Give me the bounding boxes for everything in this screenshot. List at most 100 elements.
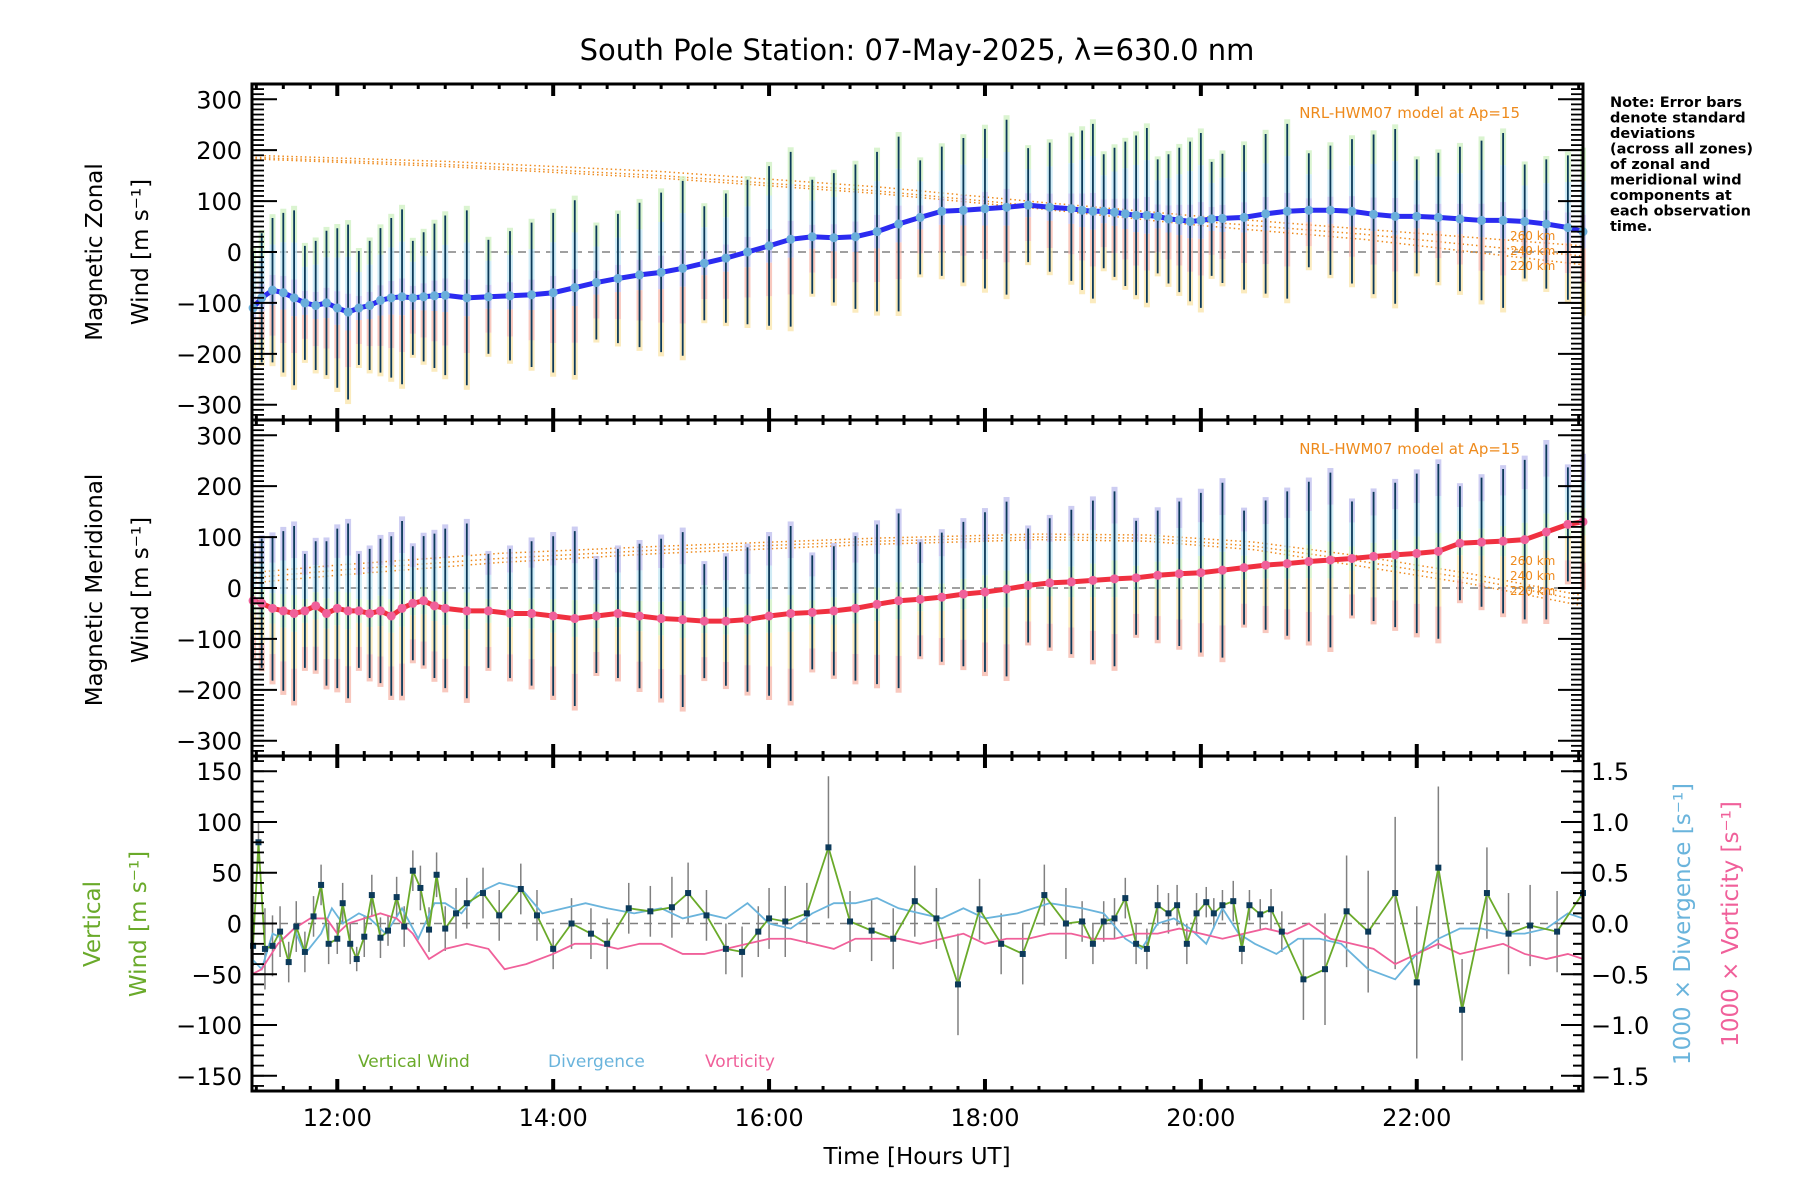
- x-tick-label: 18:00: [950, 1104, 1019, 1132]
- zonal-wind-point: [980, 204, 990, 214]
- vertical-wind-point: [417, 884, 424, 891]
- meridional-wind-point: [1239, 563, 1249, 573]
- vertical-wind-point: [568, 920, 575, 927]
- vertical-wind-point: [998, 940, 1005, 947]
- vertical-wind-point: [1246, 902, 1253, 909]
- vertical-wind-point: [377, 934, 384, 941]
- zonal-wind-point: [894, 219, 904, 229]
- meridional-wind-point: [1023, 580, 1033, 590]
- vertical-wind-point: [1210, 910, 1217, 917]
- right-axis-tick-label: 1.5: [1591, 758, 1629, 786]
- zonal-wind-point: [300, 298, 310, 308]
- zonal-wind-point: [1433, 212, 1443, 222]
- zonal-wind-point: [1520, 216, 1530, 226]
- vertical-wind-point: [1322, 966, 1329, 973]
- zonal-ylabel: Magnetic Zonal Wind [m s⁻¹]: [82, 163, 154, 341]
- meridional-wind-point: [721, 616, 731, 626]
- vorticity-line: [251, 912, 1584, 976]
- meridional-wind-point: [1002, 584, 1012, 594]
- zonal-wind-point: [365, 300, 375, 310]
- zonal-wind-point: [1088, 206, 1098, 216]
- meridional-wind-point: [1541, 527, 1551, 537]
- meridional-wind-point: [635, 611, 645, 621]
- zonal-wind-point: [613, 273, 623, 283]
- zonal-wind-point: [1174, 215, 1184, 225]
- zonal-wind-point: [1412, 211, 1422, 221]
- meridional-wind-point: [311, 601, 321, 611]
- meridional-wind-point: [807, 607, 817, 617]
- zonal-wind-point: [958, 205, 968, 215]
- meridional-wind-point: [894, 596, 904, 606]
- vertical-wind-point: [1505, 930, 1512, 937]
- vertical-wind-point: [1257, 911, 1264, 918]
- zonal-wind-point: [1347, 206, 1357, 216]
- zonal-wind-point: [1142, 210, 1152, 220]
- vertical-wind-point: [368, 892, 375, 899]
- vertical-y-tick-label: −50: [191, 961, 242, 989]
- meridional-wind-point: [1110, 574, 1120, 584]
- vertical-wind-point: [1413, 979, 1420, 986]
- vertical-wind-point: [685, 890, 692, 897]
- meridional-wind-point: [1196, 568, 1206, 578]
- zonal-wind-point: [1185, 216, 1195, 226]
- vertical-wind-point: [890, 935, 897, 942]
- zonal-wind-point: [570, 283, 580, 293]
- zonal-wind-point: [462, 293, 472, 303]
- vertical-wind-point: [334, 935, 341, 942]
- note-line: denote standard: [1610, 111, 1746, 127]
- zonal-wind-point: [419, 292, 429, 302]
- vertical-wind-point: [353, 956, 360, 963]
- vertical-wind-point: [463, 900, 470, 907]
- zonal-wind-point: [1369, 209, 1379, 219]
- zonal-wind-point: [786, 234, 796, 244]
- vertical-wind-point: [1300, 976, 1307, 983]
- zonal-wind-point: [764, 241, 774, 251]
- zonal-wind-point: [937, 206, 947, 216]
- vertical-y-tick-label: −100: [176, 1012, 242, 1040]
- zonal-wind-point: [1131, 210, 1141, 220]
- meridional-wind-point: [408, 598, 418, 608]
- meridional-wind-point: [278, 606, 288, 616]
- meridional-model-altitude-label: 220 km: [1510, 584, 1555, 598]
- zonal-wind-point: [1498, 215, 1508, 225]
- x-tick-label: 12:00: [303, 1104, 372, 1132]
- zonal-wind-point: [807, 232, 817, 242]
- vertical-wind-point: [269, 942, 276, 949]
- meridional-wind-point: [440, 603, 450, 613]
- zonal-wind-point: [1077, 205, 1087, 215]
- vertical-y-tick-label: 100: [196, 809, 242, 837]
- note-line: of zonal and: [1610, 157, 1710, 173]
- note-line: deviations: [1610, 126, 1695, 142]
- right-axis-tick-label: 1.0: [1591, 809, 1629, 837]
- zonal-wind-point: [872, 227, 882, 237]
- meridional-wind-point: [1131, 573, 1141, 583]
- zonal-wind-point: [505, 291, 515, 301]
- meridional-wind-point: [699, 616, 709, 626]
- zonal-wind-point: [1045, 202, 1055, 212]
- meridional-wind-point: [937, 592, 947, 602]
- x-tick-label: 14:00: [519, 1104, 588, 1132]
- vertical-wind-point: [1343, 908, 1350, 915]
- zonal-model-curve-220km: [250, 158, 1584, 266]
- zonal-wind-point: [635, 270, 645, 280]
- meridional-wind-point: [1369, 551, 1379, 561]
- meridional-wind-point: [1066, 577, 1076, 587]
- meridional-y-tick-label: 100: [196, 524, 242, 552]
- meridional-wind-point: [386, 611, 396, 621]
- right-axis-tick-label: −0.5: [1591, 961, 1649, 989]
- zonal-wind-point: [915, 212, 925, 222]
- vertical-wind-point: [433, 871, 440, 878]
- vertical-wind-point: [954, 981, 961, 988]
- zonal-wind-point: [1163, 214, 1173, 224]
- vertical-wind-point: [393, 894, 400, 901]
- vertical-wind-point: [301, 948, 308, 955]
- zonal-wind-point: [1282, 206, 1292, 216]
- zonal-model-curve-240km: [250, 156, 1584, 257]
- zonal-wind-point: [1455, 214, 1465, 224]
- meridional-wind-point: [1455, 538, 1465, 548]
- meridional-wind-point: [548, 611, 558, 621]
- vertical-wind-point: [587, 930, 594, 937]
